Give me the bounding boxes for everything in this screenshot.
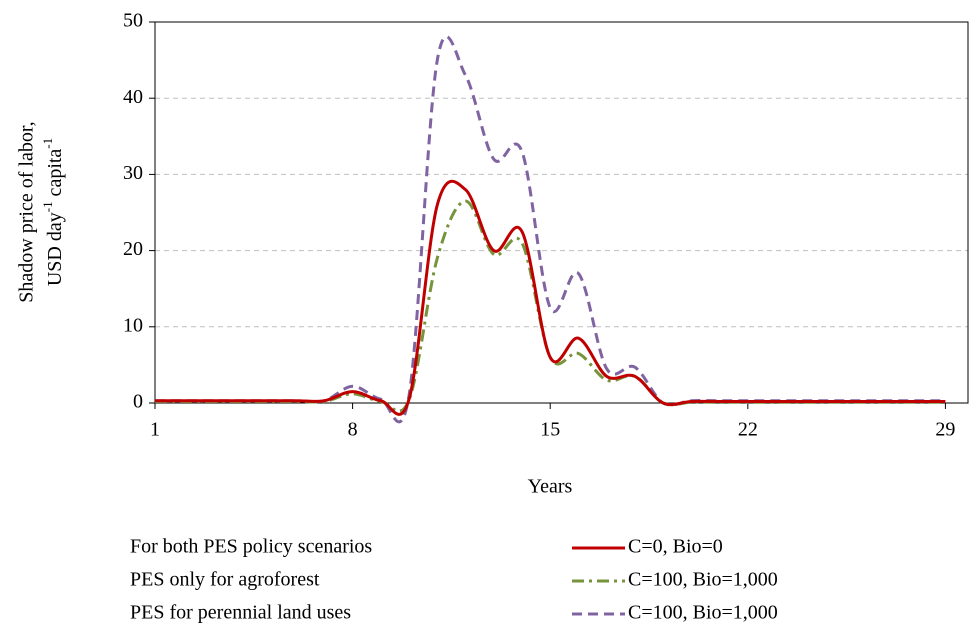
y-tick-label: 0 bbox=[133, 391, 143, 413]
legend-label: C=100, Bio=1,000 bbox=[628, 602, 778, 624]
y-axis-label: Shadow price of labor, bbox=[16, 121, 38, 302]
y-tick-label: 30 bbox=[123, 162, 143, 184]
x-tick-label: 22 bbox=[738, 419, 758, 441]
y-axis-label: USD day-1 capita-1 bbox=[40, 138, 66, 286]
legend-label: C=100, Bio=1,000 bbox=[628, 569, 778, 591]
y-tick-label: 40 bbox=[123, 86, 143, 108]
x-tick-label: 29 bbox=[935, 419, 955, 441]
series-line bbox=[154, 35, 946, 424]
legend-description: PES only for agroforest bbox=[130, 569, 320, 591]
legend-label: C=0, Bio=0 bbox=[628, 536, 723, 558]
x-axis-label: Years bbox=[528, 476, 573, 498]
legend-description: For both PES policy scenarios bbox=[130, 536, 372, 558]
plot-frame bbox=[154, 21, 969, 404]
x-tick-label: 8 bbox=[348, 419, 358, 441]
x-tick-label: 1 bbox=[150, 419, 160, 441]
x-tick-label: 15 bbox=[540, 419, 560, 441]
legend-description: PES for perennial land uses bbox=[130, 602, 351, 624]
y-tick-label: 50 bbox=[123, 10, 143, 32]
y-tick-label: 10 bbox=[123, 314, 143, 336]
y-tick-label: 20 bbox=[123, 238, 143, 260]
series-line bbox=[154, 179, 946, 416]
